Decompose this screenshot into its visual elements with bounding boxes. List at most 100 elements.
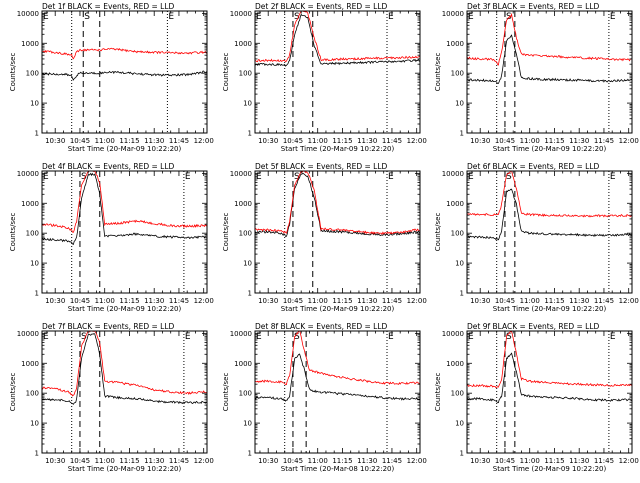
- y-tick-label: 10000: [17, 330, 39, 338]
- x-axis-title: Start Time (20-Mar-09 10:22:20): [68, 305, 182, 313]
- y-tick-label: 1000: [21, 360, 39, 368]
- plot-frame: [41, 330, 208, 454]
- y-tick-label: 1: [460, 290, 464, 298]
- x-tick-label: 12:00: [194, 457, 214, 465]
- x-tick-label: 11:15: [119, 137, 139, 145]
- x-tick-label: 12:00: [194, 297, 214, 305]
- lld-series-line: [467, 331, 632, 389]
- time-marker-label: E: [256, 12, 262, 22]
- plot-frame: [41, 10, 208, 134]
- x-tick-label: 10:30: [45, 457, 65, 465]
- panel-title: Det 5f BLACK = Events, RED = LLD: [255, 162, 388, 171]
- y-tick-label: 10000: [17, 10, 39, 18]
- time-marker-label: E: [185, 332, 191, 342]
- x-tick-label: 12:00: [619, 137, 639, 145]
- time-marker-label: S: [294, 332, 300, 342]
- lld-series-line: [255, 11, 420, 63]
- y-tick-label: 10000: [442, 330, 464, 338]
- x-tick-label: 11:30: [357, 137, 377, 145]
- x-tick-label: 11:45: [594, 137, 614, 145]
- x-tick-label: 10:45: [495, 137, 515, 145]
- y-tick-label: 10: [30, 420, 39, 428]
- y-tick-label: 10000: [442, 170, 464, 178]
- x-tick-label: 11:45: [382, 137, 402, 145]
- y-tick-label: 10: [30, 260, 39, 268]
- time-marker-label: S: [81, 332, 87, 342]
- x-tick-label: 12:00: [407, 137, 427, 145]
- time-marker-label: E: [468, 172, 474, 182]
- events-series-line: [467, 352, 632, 404]
- x-tick-label: 11:45: [169, 137, 189, 145]
- x-tick-label: 11:00: [308, 137, 328, 145]
- x-tick-label: 12:00: [407, 457, 427, 465]
- plot-frame: [254, 10, 421, 134]
- y-tick-label: 10: [455, 420, 464, 428]
- time-marker-label: E: [256, 332, 262, 342]
- time-marker-label: E: [468, 12, 474, 22]
- events-series-line: [42, 70, 207, 81]
- y-tick-label: 10: [30, 100, 39, 108]
- lld-series-line: [467, 12, 632, 66]
- x-tick-label: 11:00: [520, 457, 540, 465]
- y-tick-label: 100: [451, 70, 464, 78]
- events-series-line: [467, 188, 632, 241]
- y-tick-label: 10: [455, 100, 464, 108]
- y-tick-label: 1000: [234, 200, 252, 208]
- x-tick-label: 11:00: [520, 137, 540, 145]
- time-marker-label: E: [388, 332, 394, 342]
- time-marker-label: E: [388, 172, 394, 182]
- x-tick-label: 10:30: [258, 457, 278, 465]
- y-tick-label: 1: [460, 130, 464, 138]
- x-tick-label: 11:15: [544, 297, 564, 305]
- y-axis-title: Counts/sec: [222, 53, 230, 92]
- y-tick-label: 1000: [21, 40, 39, 48]
- events-series-line: [255, 172, 420, 237]
- y-axis-title: Counts/sec: [434, 373, 442, 412]
- time-marker-label: S: [506, 332, 512, 342]
- x-tick-label: 11:15: [119, 457, 139, 465]
- x-tick-label: 10:45: [495, 457, 515, 465]
- time-marker-label: E: [610, 12, 616, 22]
- time-marker-label: E: [388, 12, 394, 22]
- panel-title: Det 9f BLACK = Events, RED = LLD: [467, 322, 600, 331]
- time-marker-label: E: [610, 172, 616, 182]
- y-axis-title: Counts/sec: [9, 53, 17, 92]
- y-tick-label: 100: [239, 390, 252, 398]
- panel-title: Det 4f BLACK = Events, RED = LLD: [42, 162, 175, 171]
- panel-title: Det 8f BLACK = Events, RED = LLD: [255, 322, 388, 331]
- x-tick-label: 11:00: [308, 457, 328, 465]
- lld-series-line: [255, 171, 420, 235]
- x-tick-label: 12:00: [407, 297, 427, 305]
- x-tick-label: 10:30: [470, 457, 490, 465]
- x-tick-label: 11:15: [544, 457, 564, 465]
- plot-frame: [41, 170, 208, 294]
- y-tick-label: 1000: [234, 360, 252, 368]
- time-marker-label: E: [468, 332, 474, 342]
- panel-title: Det 6f BLACK = Events, RED = LLD: [467, 162, 600, 171]
- y-tick-label: 1000: [21, 200, 39, 208]
- y-tick-label: 100: [239, 70, 252, 78]
- x-tick-label: 10:30: [258, 137, 278, 145]
- lld-series-line: [255, 331, 420, 386]
- x-tick-label: 10:30: [45, 297, 65, 305]
- time-marker-label: E: [168, 12, 174, 22]
- x-tick-label: 11:30: [144, 137, 164, 145]
- x-tick-label: 11:30: [569, 457, 589, 465]
- x-tick-label: 11:30: [357, 457, 377, 465]
- y-axis-title: Counts/sec: [222, 373, 230, 412]
- lld-series-line: [42, 171, 207, 233]
- x-tick-label: 10:30: [258, 297, 278, 305]
- lld-series-line: [42, 47, 207, 60]
- y-tick-label: 1: [35, 450, 39, 458]
- plot-frame: [254, 170, 421, 294]
- time-marker-label: E: [185, 172, 191, 182]
- y-tick-label: 10000: [230, 330, 252, 338]
- x-tick-label: 12:00: [619, 457, 639, 465]
- y-tick-label: 100: [26, 230, 39, 238]
- panel-title: Det 2f BLACK = Events, RED = LLD: [255, 2, 388, 11]
